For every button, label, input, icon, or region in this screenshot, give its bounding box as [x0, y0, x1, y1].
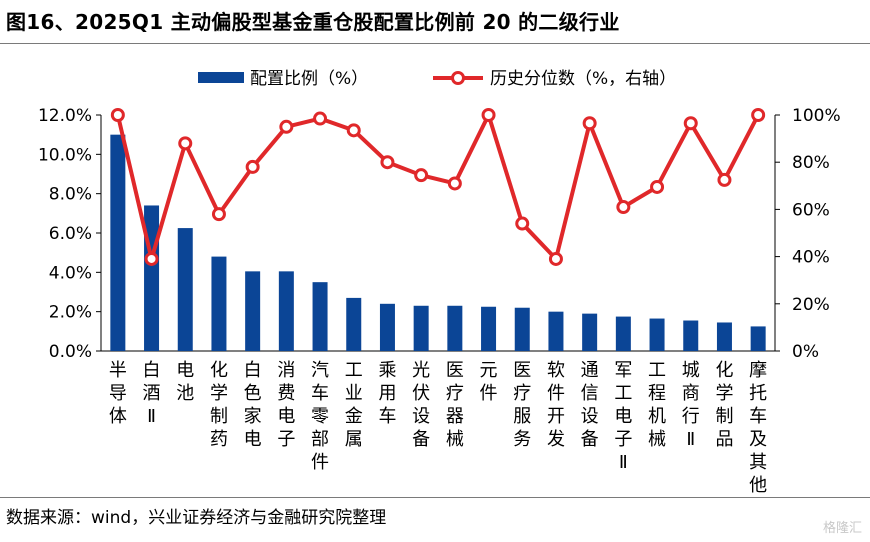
legend-line-label: 历史分位数（%，右轴）	[490, 69, 676, 89]
bar	[413, 305, 429, 351]
percentile-point	[717, 172, 732, 187]
bar	[144, 205, 160, 351]
bar	[278, 271, 294, 351]
bar	[481, 306, 497, 351]
bar	[716, 322, 732, 351]
chart-area: 配置比例（%） 历史分位数（%，右轴） 0.0% 2.0% 4.0% 6.0% 8.0%…	[38, 69, 841, 496]
left-tick-label: 6.0%	[49, 224, 92, 244]
percentile-point	[380, 155, 395, 170]
right-tick-label: 60%	[792, 200, 830, 220]
legend-line-marker	[451, 71, 465, 85]
category-label: 软件开发	[547, 360, 565, 450]
category-label: 白酒 Ⅱ	[143, 360, 161, 427]
left-tick-label: 0.0%	[49, 342, 92, 362]
category-label: 消费电子	[277, 360, 295, 450]
bar	[379, 303, 395, 351]
bar	[750, 326, 766, 351]
right-tick-label: 40%	[792, 248, 830, 268]
percentile-point	[211, 207, 226, 222]
category-label: 军工电子 Ⅱ	[614, 360, 632, 473]
category-label: 电池	[176, 360, 194, 404]
bar	[447, 305, 463, 351]
category-label: 工程机械	[648, 360, 666, 450]
percentile-point	[616, 200, 631, 215]
category-label: 化学制品	[715, 360, 733, 450]
legend-bar-swatch	[198, 72, 244, 83]
left-tick-label: 4.0%	[49, 263, 92, 283]
percentile-point	[751, 108, 766, 122]
bar	[649, 318, 665, 351]
right-tick-label: 100%	[792, 106, 841, 126]
left-tick-label: 2.0%	[49, 303, 92, 323]
line-series	[110, 108, 766, 266]
source-divider	[0, 497, 870, 498]
percentile-point	[515, 216, 530, 231]
percentile-point	[582, 116, 597, 131]
source-note: 数据来源：wind，兴业证券经济与金融研究院整理	[6, 508, 387, 528]
bar	[245, 271, 261, 351]
category-label: 化学制药	[210, 360, 228, 450]
title-divider	[0, 43, 870, 44]
percentile-point	[650, 179, 665, 194]
bar	[211, 256, 227, 351]
category-label: 乘用车	[378, 360, 396, 427]
category-label: 通信设备	[581, 360, 599, 450]
bar	[514, 307, 530, 351]
category-label: 白色家电	[244, 360, 262, 450]
category-label: 摩托车及其他	[749, 360, 767, 496]
category-label: 医疗服务	[513, 360, 531, 450]
bar	[683, 320, 699, 351]
percentile-point	[346, 123, 361, 138]
chart-title: 图16、2025Q1 主动偏股型基金重仓股配置比例前 20 的二级行业	[6, 10, 620, 34]
legend: 配置比例（%） 历史分位数（%，右轴）	[198, 69, 676, 89]
percentile-point	[313, 111, 328, 126]
percentile-point	[279, 119, 294, 134]
legend-bar-label: 配置比例（%）	[250, 69, 368, 89]
bar	[615, 316, 631, 351]
bar	[110, 134, 126, 351]
category-label: 工业金属	[345, 360, 363, 450]
right-tick-label: 20%	[792, 295, 830, 315]
left-tick-label: 8.0%	[49, 185, 92, 205]
percentile-point	[110, 108, 125, 122]
bar	[346, 297, 362, 351]
category-label: 汽车零部件	[311, 360, 329, 473]
category-label: 元件	[480, 360, 498, 404]
category-label: 城商行 Ⅱ	[682, 360, 700, 450]
category-label: 医疗器械	[446, 360, 464, 450]
bar	[582, 313, 598, 351]
watermark-logo: 格隆汇	[822, 521, 862, 536]
left-tick-label: 10.0%	[38, 145, 92, 165]
percentile-point	[548, 251, 563, 266]
right-tick-label: 0%	[792, 342, 819, 362]
percentile-point	[144, 251, 159, 266]
bar	[312, 282, 328, 351]
percentile-point	[683, 116, 698, 131]
percentile-point	[178, 136, 193, 151]
percentile-point	[481, 108, 496, 122]
bar	[548, 311, 564, 351]
right-tick-label: 80%	[792, 153, 830, 173]
left-tick-label: 12.0%	[38, 106, 92, 126]
category-label: 光伏设备	[412, 360, 430, 450]
category-label: 半导体	[109, 360, 127, 427]
percentile-point	[245, 159, 260, 174]
axes: 0.0% 2.0% 4.0% 6.0% 8.0% 10.0% 12.0% 0% 20% 40% 60…	[38, 106, 841, 362]
percentile-point	[414, 168, 429, 183]
bar	[177, 228, 193, 351]
percentile-point	[447, 176, 462, 191]
